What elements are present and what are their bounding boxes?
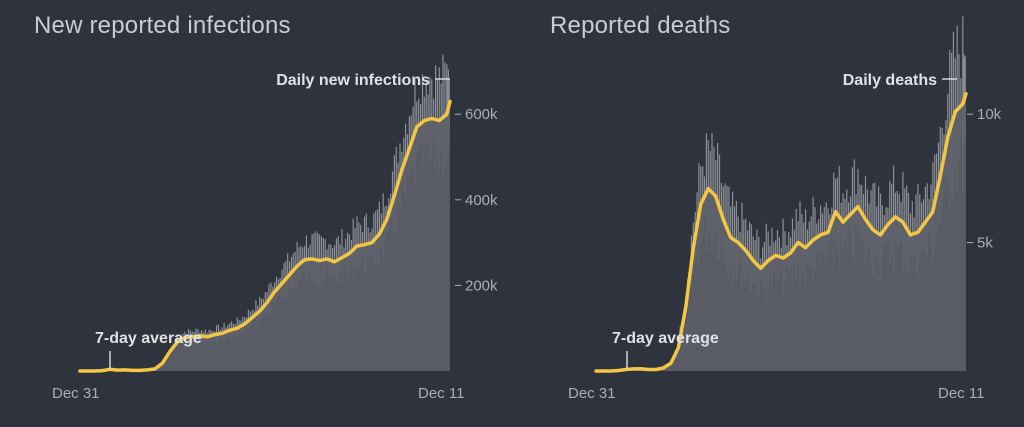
x-tick-label: Dec 31 xyxy=(52,385,100,402)
average-annotation: 7-day average xyxy=(95,330,202,347)
average-annotation: 7-day average xyxy=(612,330,719,347)
daily-area xyxy=(596,93,966,371)
infections-chart-title: New reported infections xyxy=(34,12,291,39)
x-tick-label: Dec 31 xyxy=(568,385,616,402)
daily-area xyxy=(80,101,450,372)
y-tick-label: 400k xyxy=(465,192,498,209)
x-tick-label: Dec 11 xyxy=(418,385,464,402)
y-tick-label: 5k xyxy=(977,235,993,252)
y-tick-label: 200k xyxy=(465,277,498,294)
daily-annotation: Daily new infections xyxy=(276,72,430,89)
seven-day-average-line xyxy=(78,99,452,373)
daily-annotation: Daily deaths xyxy=(843,72,937,89)
y-tick-label: 10k xyxy=(977,106,1002,123)
y-tick-label: 600k xyxy=(465,106,498,123)
seven-day-average-line xyxy=(594,91,968,373)
deaths-chart-title: Reported deaths xyxy=(550,12,731,39)
x-tick-label: Dec 11 xyxy=(938,385,984,402)
